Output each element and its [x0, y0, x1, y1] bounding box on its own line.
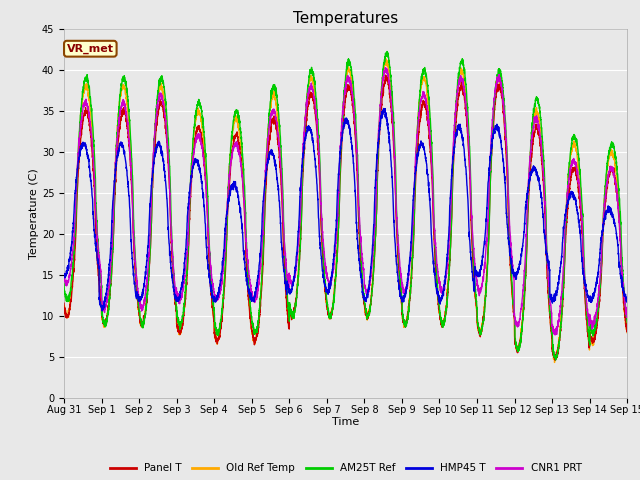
X-axis label: Time: Time	[332, 418, 359, 427]
Title: Temperatures: Temperatures	[293, 11, 398, 26]
Text: VR_met: VR_met	[67, 44, 114, 54]
Y-axis label: Temperature (C): Temperature (C)	[29, 168, 39, 259]
Legend: Panel T, Old Ref Temp, AM25T Ref, HMP45 T, CNR1 PRT: Panel T, Old Ref Temp, AM25T Ref, HMP45 …	[106, 459, 586, 478]
